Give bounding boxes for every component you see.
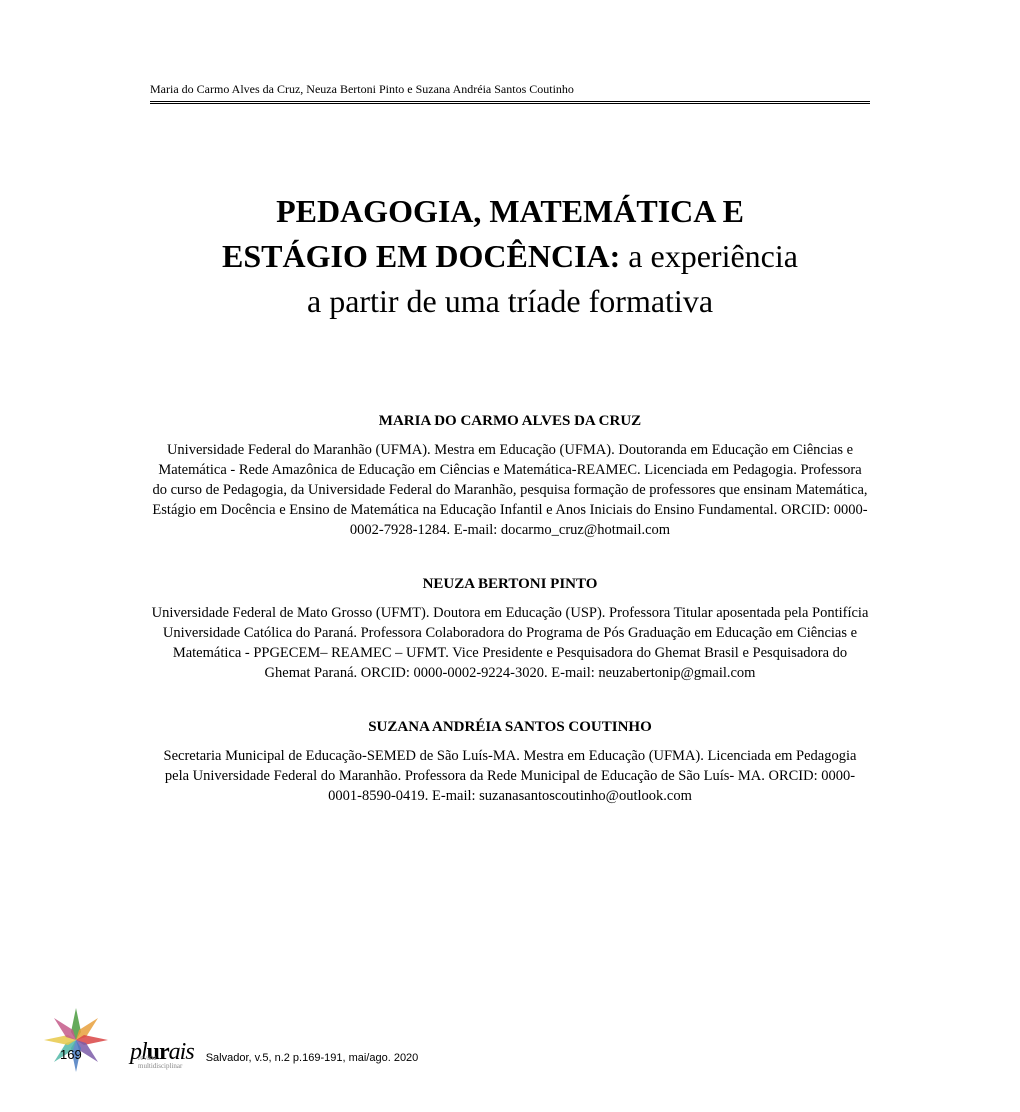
author-block-3: SUZANA ANDRÉIA SANTOS COUTINHO Secretari…: [150, 719, 870, 806]
author-bio-3: Secretaria Municipal de Educação-SEMED d…: [150, 746, 870, 806]
author-bio-1: Universidade Federal do Maranhão (UFMA).…: [150, 440, 870, 540]
author-block-2: NEUZA BERTONI PINTO Universidade Federal…: [150, 576, 870, 683]
header-authors-line: Maria do Carmo Alves da Cruz, Neuza Bert…: [150, 82, 870, 97]
author-block-1: MARIA DO CARMO ALVES DA CRUZ Universidad…: [150, 413, 870, 540]
journal-subtitle: revista multidisciplinar: [138, 1054, 194, 1070]
header-divider: [150, 101, 870, 104]
author-name-3: SUZANA ANDRÉIA SANTOS COUTINHO: [150, 719, 870, 736]
page-footer: 169 plurais revista multidisciplinar Sal…: [40, 1004, 418, 1076]
footer-citation: Salvador, v.5, n.2 p.169-191, mai/ago. 2…: [206, 1052, 419, 1064]
page-number: 169: [60, 1047, 82, 1062]
author-name-2: NEUZA BERTONI PINTO: [150, 576, 870, 593]
article-title: PEDAGOGIA, MATEMÁTICA E ESTÁGIO EM DOCÊN…: [220, 189, 800, 323]
author-name-1: MARIA DO CARMO ALVES DA CRUZ: [150, 413, 870, 430]
author-bio-2: Universidade Federal de Mato Grosso (UFM…: [150, 603, 870, 683]
journal-logo: plurais revista multidisciplinar: [130, 1039, 194, 1066]
journal-star-icon: 169: [40, 1004, 112, 1076]
